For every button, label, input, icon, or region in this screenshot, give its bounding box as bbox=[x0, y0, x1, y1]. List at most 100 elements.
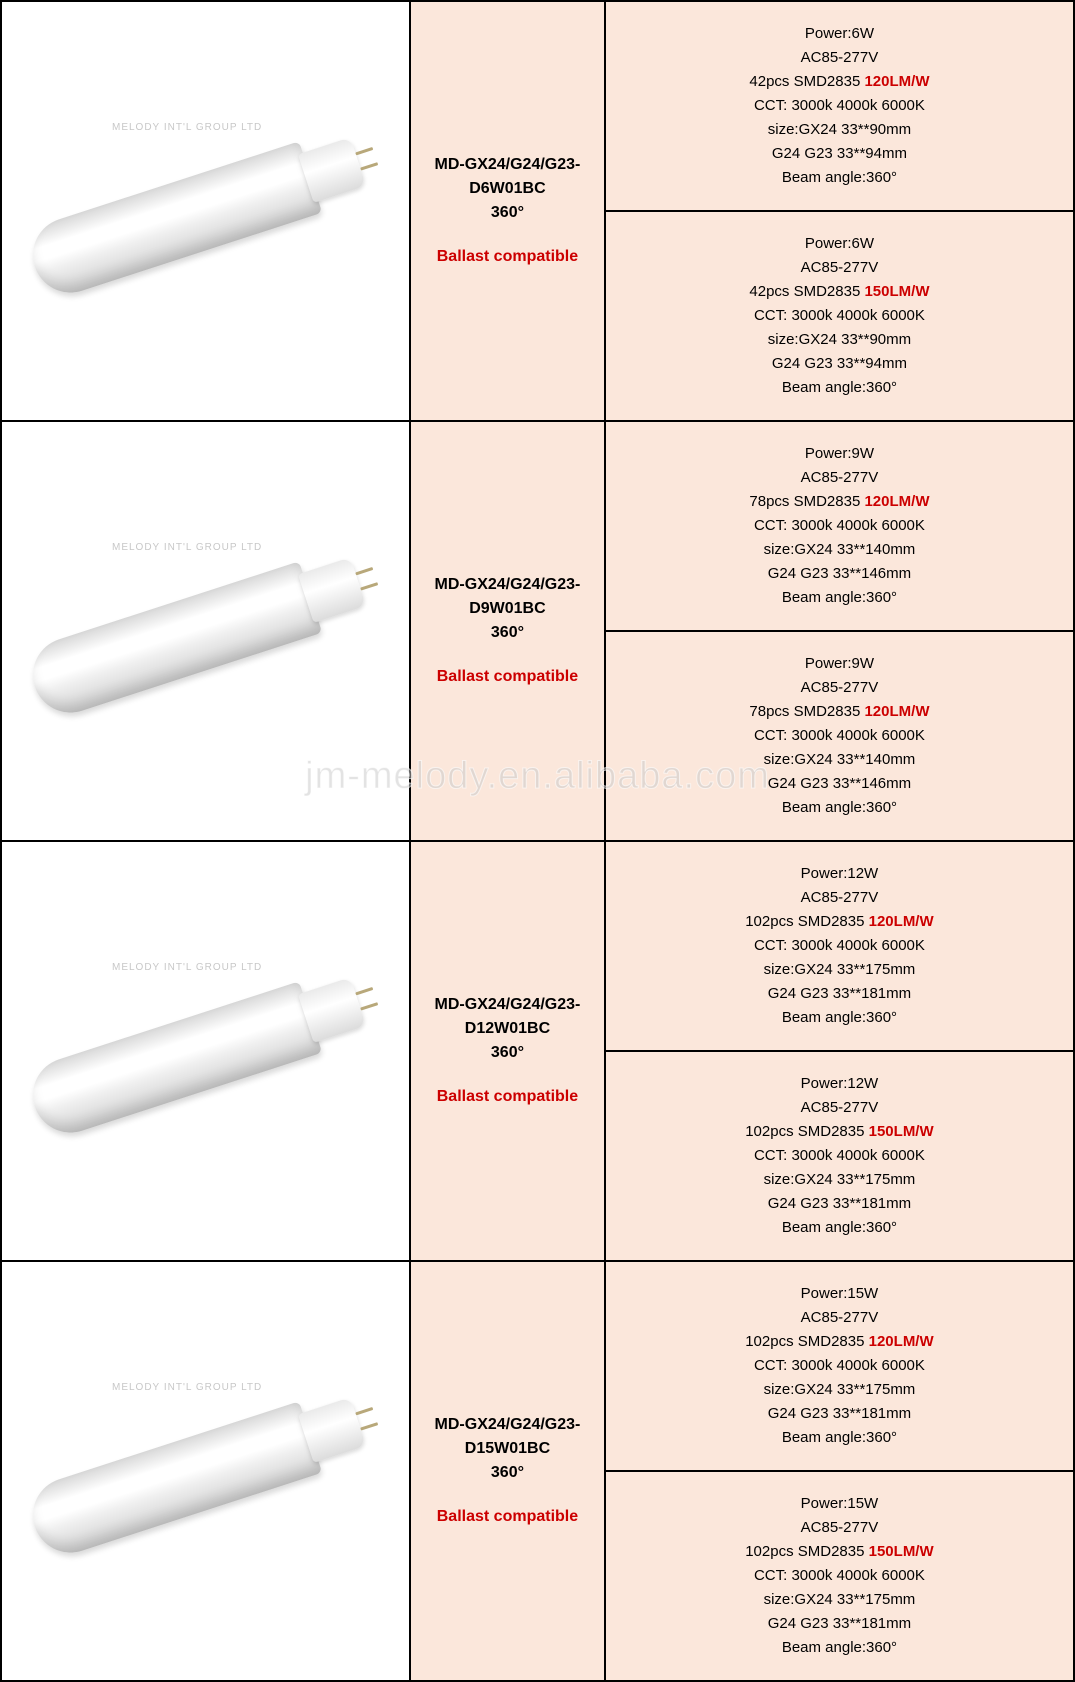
spec-power: Power:6W bbox=[616, 232, 1063, 256]
spec-beam: Beam angle:360° bbox=[616, 1636, 1063, 1660]
spec-lmw: 120LM/W bbox=[869, 913, 934, 930]
spec-cct: CCT: 3000k 4000k 6000K bbox=[616, 304, 1063, 328]
watermark-small: MELODY INT'L GROUP LTD bbox=[112, 542, 262, 553]
spec-chip: 102pcs SMD2835 120LM/W bbox=[616, 910, 1063, 934]
spec-size2: G24 G23 33**146mm bbox=[616, 562, 1063, 586]
spec-beam: Beam angle:360° bbox=[616, 1216, 1063, 1240]
spec-lmw: 120LM/W bbox=[864, 493, 929, 510]
spec-voltage: AC85-277V bbox=[616, 46, 1063, 70]
spec-cct: CCT: 3000k 4000k 6000K bbox=[616, 1144, 1063, 1168]
spec-voltage: AC85-277V bbox=[616, 1096, 1063, 1120]
spec-chip: 42pcs SMD2835 120LM/W bbox=[616, 70, 1063, 94]
model-angle: 360° bbox=[421, 621, 594, 645]
spec-size2: G24 G23 33**181mm bbox=[616, 982, 1063, 1006]
spec-power: Power:9W bbox=[616, 652, 1063, 676]
ballast-compatible-label: Ballast compatible bbox=[421, 245, 594, 269]
spec-power: Power:15W bbox=[616, 1282, 1063, 1306]
spec-beam: Beam angle:360° bbox=[616, 1426, 1063, 1450]
table-row: MELODY INT'L GROUP LTD MD-GX24/G24/G23- … bbox=[1, 1, 1074, 211]
spec-power: Power:9W bbox=[616, 442, 1063, 466]
model-angle: 360° bbox=[421, 201, 594, 225]
product-spec-table: MELODY INT'L GROUP LTD MD-GX24/G24/G23- … bbox=[0, 0, 1075, 1682]
ballast-compatible-label: Ballast compatible bbox=[421, 665, 594, 689]
spec-size1: size:GX24 33**175mm bbox=[616, 1588, 1063, 1612]
table-row: MELODY INT'L GROUP LTD MD-GX24/G24/G23- … bbox=[1, 1261, 1074, 1471]
watermark-small: MELODY INT'L GROUP LTD bbox=[112, 962, 262, 973]
spec-cct: CCT: 3000k 4000k 6000K bbox=[616, 1564, 1063, 1588]
spec-size1: size:GX24 33**175mm bbox=[616, 1168, 1063, 1192]
model-angle: 360° bbox=[421, 1461, 594, 1485]
spec-lmw: 120LM/W bbox=[864, 703, 929, 720]
spec-power: Power:6W bbox=[616, 22, 1063, 46]
model-number-line2: D15W01BC bbox=[421, 1437, 594, 1461]
spec-voltage: AC85-277V bbox=[616, 1516, 1063, 1540]
model-cell: MD-GX24/G24/G23- D6W01BC 360° Ballast co… bbox=[410, 1, 605, 421]
spec-cell: Power:6W AC85-277V 42pcs SMD2835 120LM/W… bbox=[605, 1, 1074, 211]
model-cell: MD-GX24/G24/G23- D12W01BC 360° Ballast c… bbox=[410, 841, 605, 1261]
spec-lmw: 120LM/W bbox=[864, 73, 929, 90]
spec-lmw: 150LM/W bbox=[869, 1543, 934, 1560]
ballast-compatible-label: Ballast compatible bbox=[421, 1085, 594, 1109]
spec-size2: G24 G23 33**146mm bbox=[616, 772, 1063, 796]
spec-cct: CCT: 3000k 4000k 6000K bbox=[616, 934, 1063, 958]
spec-chip: 102pcs SMD2835 120LM/W bbox=[616, 1330, 1063, 1354]
spec-cell: Power:15W AC85-277V 102pcs SMD2835 150LM… bbox=[605, 1471, 1074, 1681]
spec-size2: G24 G23 33**94mm bbox=[616, 142, 1063, 166]
spec-cell: Power:9W AC85-277V 78pcs SMD2835 120LM/W… bbox=[605, 631, 1074, 841]
spec-cct: CCT: 3000k 4000k 6000K bbox=[616, 1354, 1063, 1378]
model-number-line1: MD-GX24/G24/G23- bbox=[421, 153, 594, 177]
spec-size1: size:GX24 33**140mm bbox=[616, 538, 1063, 562]
model-number-line1: MD-GX24/G24/G23- bbox=[421, 993, 594, 1017]
spec-beam: Beam angle:360° bbox=[616, 586, 1063, 610]
spec-size1: size:GX24 33**175mm bbox=[616, 1378, 1063, 1402]
spec-beam: Beam angle:360° bbox=[616, 1006, 1063, 1030]
spec-power: Power:12W bbox=[616, 1072, 1063, 1096]
spec-cell: Power:12W AC85-277V 102pcs SMD2835 150LM… bbox=[605, 1051, 1074, 1261]
spec-cct: CCT: 3000k 4000k 6000K bbox=[616, 514, 1063, 538]
spec-cell: Power:12W AC85-277V 102pcs SMD2835 120LM… bbox=[605, 841, 1074, 1051]
model-number-line2: D9W01BC bbox=[421, 597, 594, 621]
spec-beam: Beam angle:360° bbox=[616, 376, 1063, 400]
spec-lmw: 120LM/W bbox=[869, 1333, 934, 1350]
spec-beam: Beam angle:360° bbox=[616, 166, 1063, 190]
model-number-line1: MD-GX24/G24/G23- bbox=[421, 573, 594, 597]
product-image-cell: MELODY INT'L GROUP LTD bbox=[1, 1, 410, 421]
product-image-cell: MELODY INT'L GROUP LTD bbox=[1, 841, 410, 1261]
spec-size1: size:GX24 33**90mm bbox=[616, 118, 1063, 142]
spec-chip: 42pcs SMD2835 150LM/W bbox=[616, 280, 1063, 304]
spec-chip: 78pcs SMD2835 120LM/W bbox=[616, 700, 1063, 724]
spec-voltage: AC85-277V bbox=[616, 466, 1063, 490]
spec-voltage: AC85-277V bbox=[616, 1306, 1063, 1330]
spec-chip: 102pcs SMD2835 150LM/W bbox=[616, 1540, 1063, 1564]
watermark-small: MELODY INT'L GROUP LTD bbox=[112, 1382, 262, 1393]
spec-chip: 102pcs SMD2835 150LM/W bbox=[616, 1120, 1063, 1144]
spec-lmw: 150LM/W bbox=[869, 1123, 934, 1140]
spec-cell: Power:6W AC85-277V 42pcs SMD2835 150LM/W… bbox=[605, 211, 1074, 421]
spec-size2: G24 G23 33**181mm bbox=[616, 1402, 1063, 1426]
spec-voltage: AC85-277V bbox=[616, 886, 1063, 910]
spec-size1: size:GX24 33**140mm bbox=[616, 748, 1063, 772]
spec-cell: Power:9W AC85-277V 78pcs SMD2835 120LM/W… bbox=[605, 421, 1074, 631]
product-image-bulb bbox=[23, 1380, 389, 1563]
spec-cct: CCT: 3000k 4000k 6000K bbox=[616, 94, 1063, 118]
product-image-bulb bbox=[23, 960, 389, 1143]
model-number-line1: MD-GX24/G24/G23- bbox=[421, 1413, 594, 1437]
model-cell: MD-GX24/G24/G23- D15W01BC 360° Ballast c… bbox=[410, 1261, 605, 1681]
watermark-small: MELODY INT'L GROUP LTD bbox=[112, 122, 262, 133]
spec-power: Power:12W bbox=[616, 862, 1063, 886]
model-number-line2: D6W01BC bbox=[421, 177, 594, 201]
spec-size2: G24 G23 33**94mm bbox=[616, 352, 1063, 376]
product-image-cell: MELODY INT'L GROUP LTD bbox=[1, 421, 410, 841]
model-cell: MD-GX24/G24/G23- D9W01BC 360° Ballast co… bbox=[410, 421, 605, 841]
ballast-compatible-label: Ballast compatible bbox=[421, 1505, 594, 1529]
spec-voltage: AC85-277V bbox=[616, 676, 1063, 700]
spec-lmw: 150LM/W bbox=[864, 283, 929, 300]
product-image-bulb bbox=[23, 120, 389, 303]
spec-chip: 78pcs SMD2835 120LM/W bbox=[616, 490, 1063, 514]
spec-size1: size:GX24 33**90mm bbox=[616, 328, 1063, 352]
spec-cct: CCT: 3000k 4000k 6000K bbox=[616, 724, 1063, 748]
table-row: MELODY INT'L GROUP LTD MD-GX24/G24/G23- … bbox=[1, 841, 1074, 1051]
spec-size2: G24 G23 33**181mm bbox=[616, 1192, 1063, 1216]
spec-voltage: AC85-277V bbox=[616, 256, 1063, 280]
spec-size1: size:GX24 33**175mm bbox=[616, 958, 1063, 982]
